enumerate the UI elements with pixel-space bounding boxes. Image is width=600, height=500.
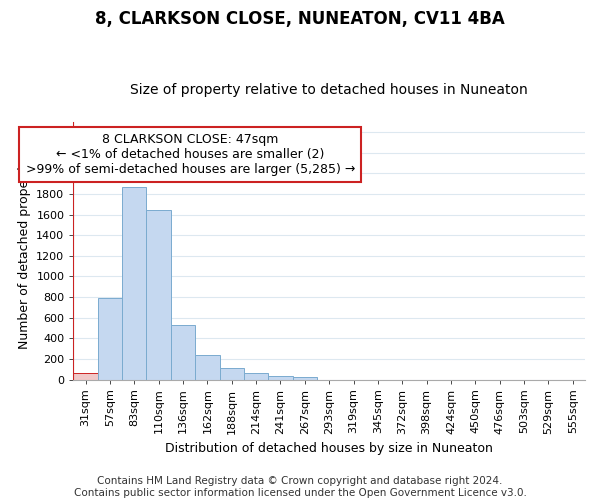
Text: 8 CLARKSON CLOSE: 47sqm
← <1% of detached houses are smaller (2)
>99% of semi-de: 8 CLARKSON CLOSE: 47sqm ← <1% of detache…: [26, 133, 355, 176]
Bar: [268, 376, 293, 380]
Bar: [293, 378, 317, 380]
Bar: [98, 298, 122, 380]
X-axis label: Distribution of detached houses by size in Nuneaton: Distribution of detached houses by size …: [165, 442, 493, 455]
Y-axis label: Number of detached properties: Number of detached properties: [17, 152, 31, 349]
Title: Size of property relative to detached houses in Nuneaton: Size of property relative to detached ho…: [130, 83, 528, 97]
Text: Contains HM Land Registry data © Crown copyright and database right 2024.
Contai: Contains HM Land Registry data © Crown c…: [74, 476, 526, 498]
Bar: [146, 210, 171, 380]
Text: 8, CLARKSON CLOSE, NUNEATON, CV11 4BA: 8, CLARKSON CLOSE, NUNEATON, CV11 4BA: [95, 10, 505, 28]
Bar: [195, 355, 220, 380]
Bar: [171, 325, 195, 380]
Bar: [244, 374, 268, 380]
Bar: [73, 374, 98, 380]
Bar: [220, 368, 244, 380]
Bar: [122, 186, 146, 380]
